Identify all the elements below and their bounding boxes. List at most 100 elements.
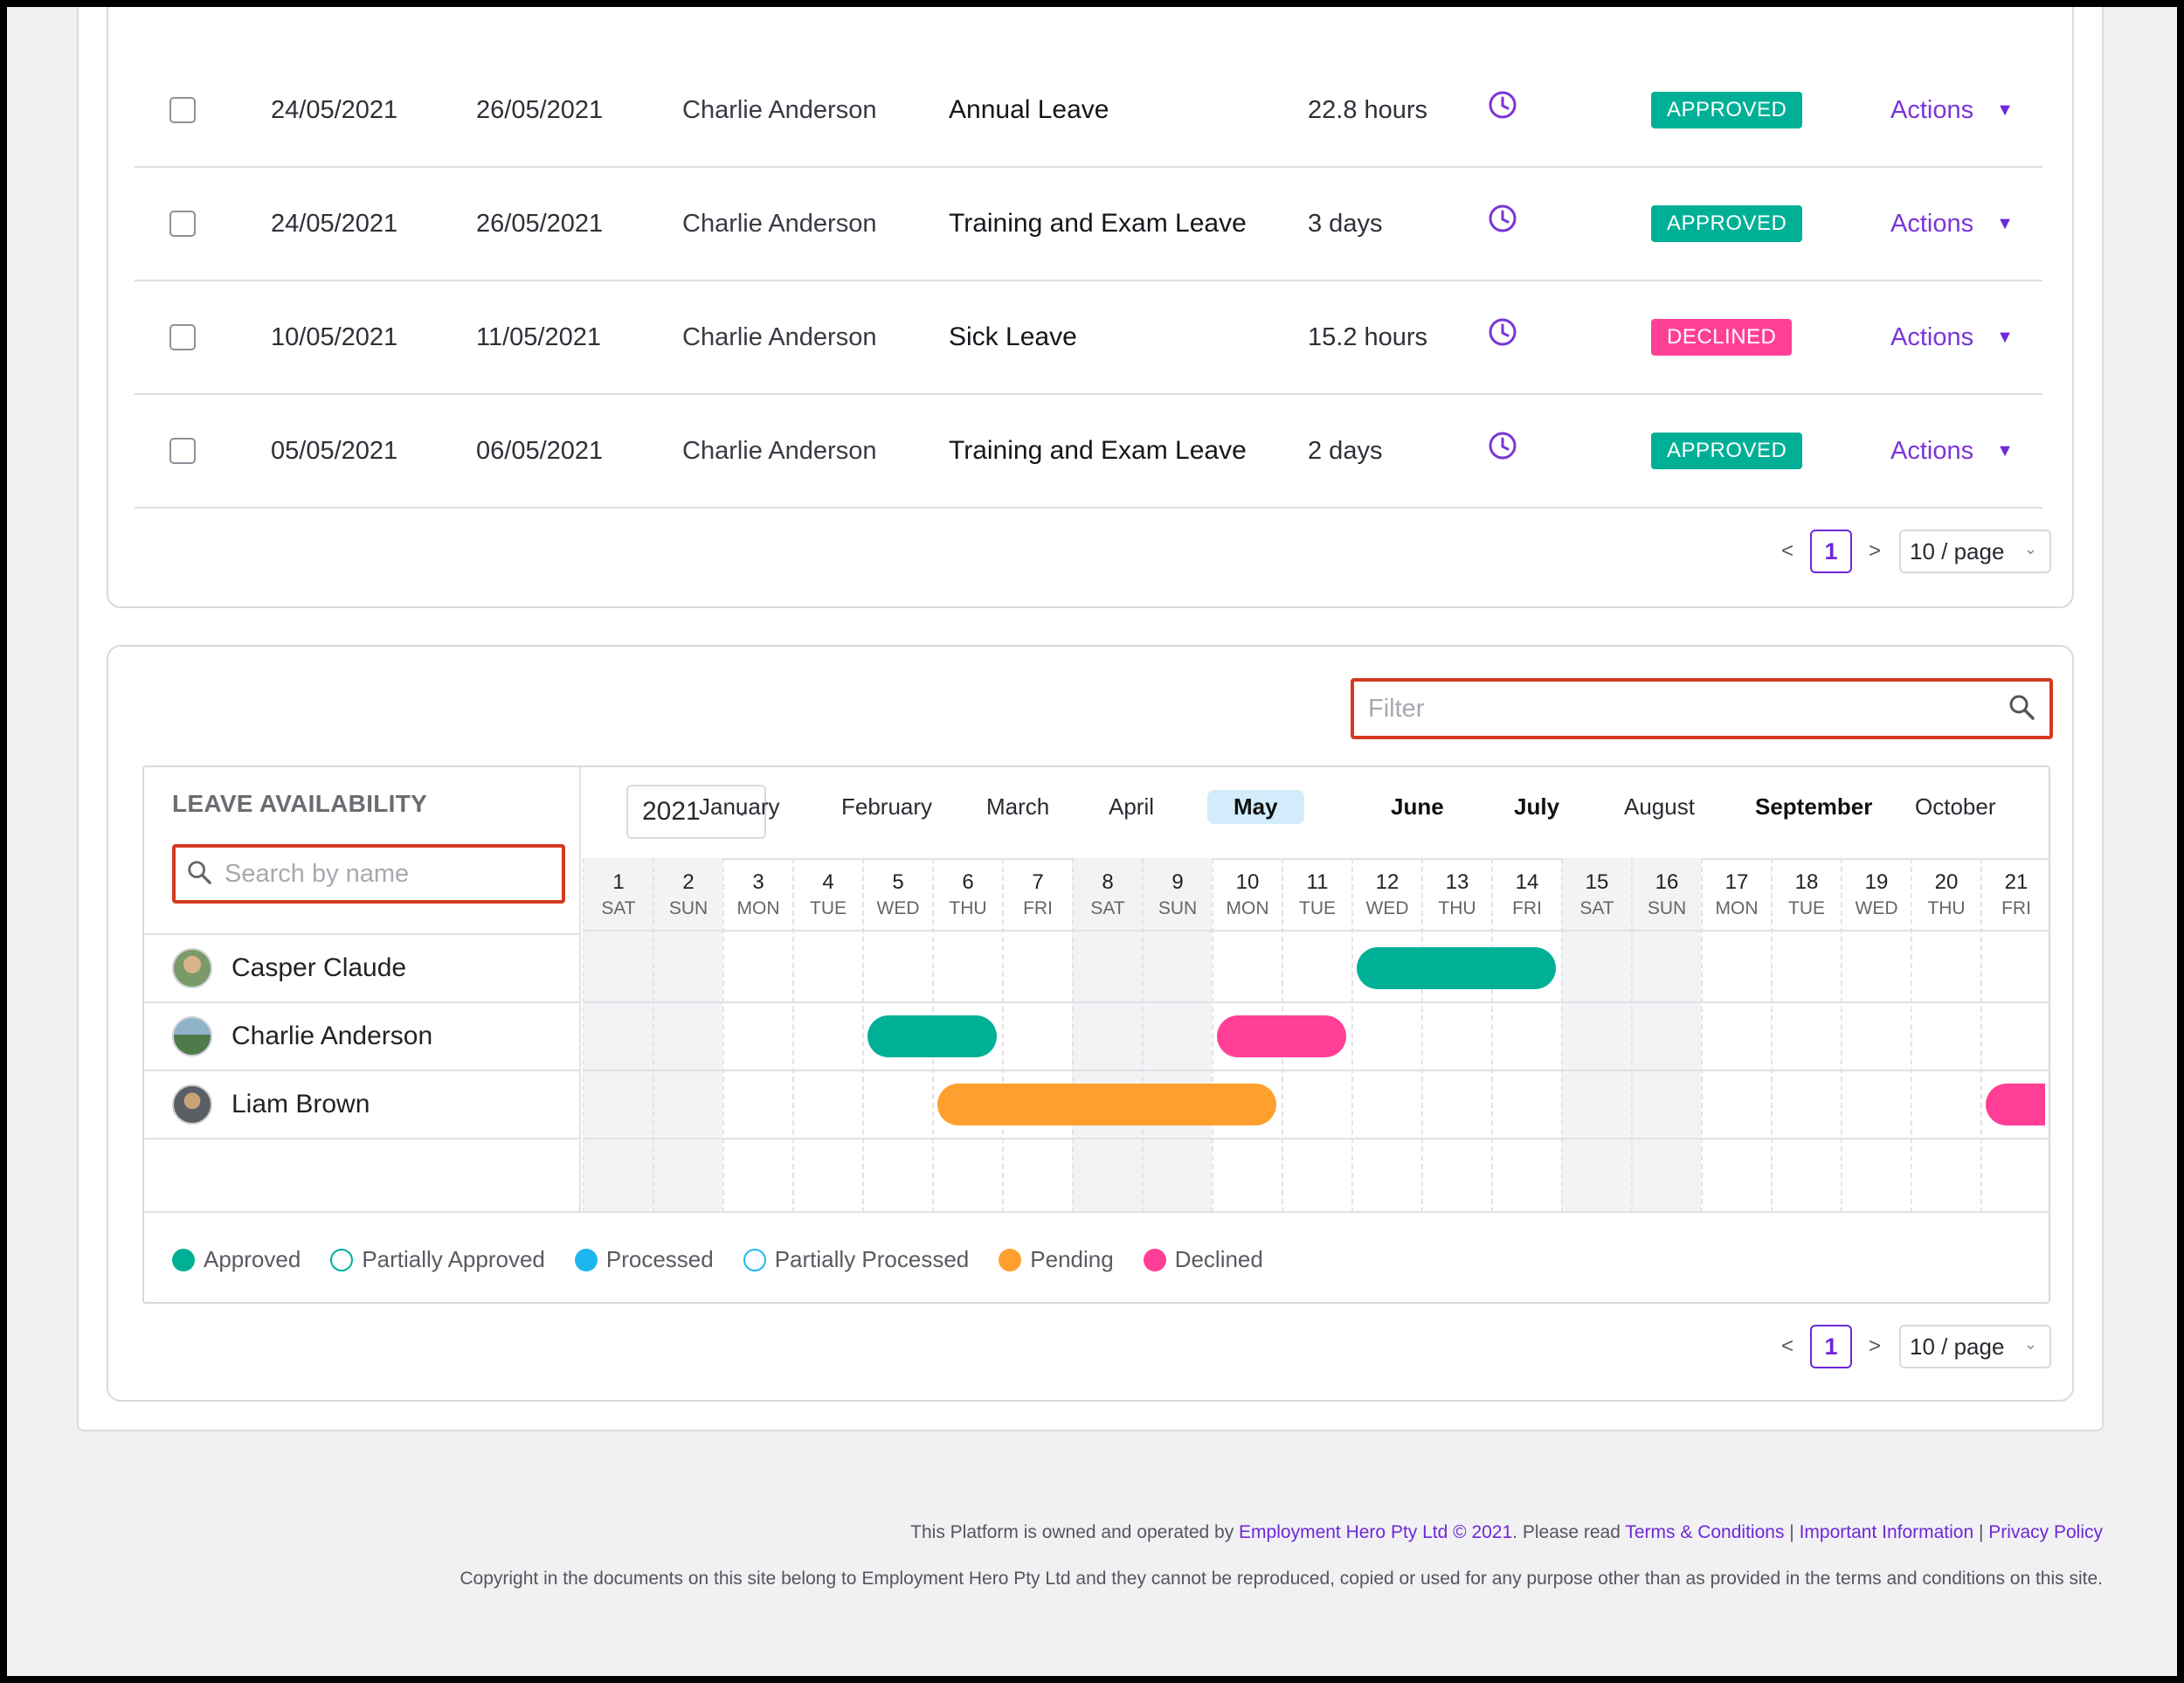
- clock-icon[interactable]: [1487, 49, 1518, 161]
- search-by-name-field[interactable]: [172, 844, 565, 904]
- page-1-button[interactable]: 1: [1810, 1325, 1852, 1368]
- day-number: 8: [1102, 870, 1114, 894]
- day-name: SAT: [1090, 898, 1125, 918]
- legend-item: Partially Processed: [743, 1246, 969, 1273]
- row-checkbox[interactable]: [169, 211, 196, 237]
- day-name: SUN: [1647, 898, 1687, 918]
- day-column: 9 SUN: [1142, 858, 1212, 1213]
- day-header-top-line: [583, 858, 2050, 860]
- month-tab-september[interactable]: September: [1755, 793, 1873, 820]
- month-tab-june[interactable]: June: [1391, 793, 1444, 820]
- footer-text: . Please read: [1512, 1522, 1626, 1542]
- prev-page-button[interactable]: <: [1780, 539, 1794, 563]
- legend-label: Approved: [204, 1246, 301, 1272]
- day-name: THU: [1927, 898, 1966, 918]
- clock-icon[interactable]: [1487, 390, 1518, 502]
- search-by-name-input[interactable]: [225, 859, 562, 889]
- leave-bar-declined[interactable]: [1217, 1015, 1346, 1057]
- legend-label: Partially Approved: [362, 1246, 545, 1272]
- legend-dot: [574, 1248, 598, 1271]
- row-checkbox[interactable]: [169, 97, 196, 123]
- legend-label: Declined: [1174, 1246, 1263, 1272]
- page-size-value: 10 / page: [1910, 1333, 2005, 1360]
- page-frame: 24/05/2021 26/05/2021 Charlie Anderson A…: [7, 7, 2177, 1676]
- legend-dot: [999, 1248, 1022, 1271]
- year-select[interactable]: 2021 ⌄: [626, 785, 766, 839]
- day-column: 17 MON: [1701, 858, 1771, 1213]
- status-cell: APPROVED: [1651, 54, 1803, 166]
- filter-input[interactable]: [1368, 694, 2008, 724]
- leave-bar-pending[interactable]: [937, 1084, 1276, 1125]
- footer-separator: |: [1973, 1522, 1989, 1542]
- row-checkbox[interactable]: [169, 324, 196, 350]
- actions-label: Actions: [1890, 322, 1974, 351]
- day-column: 2 SUN: [653, 858, 722, 1213]
- important-information-link[interactable]: Important Information: [1799, 1522, 1974, 1542]
- company-link[interactable]: Employment Hero Pty Ltd © 2021: [1239, 1522, 1513, 1542]
- month-tab-february[interactable]: February: [841, 793, 933, 820]
- actions-dropdown[interactable]: Actions ▼: [1890, 395, 2014, 507]
- day-number: 1: [612, 870, 625, 894]
- page-size-select[interactable]: 10 / page ⌄: [1899, 1325, 2051, 1368]
- status-badge: DECLINED: [1651, 319, 1793, 356]
- search-icon[interactable]: [2008, 693, 2035, 725]
- privacy-policy-link[interactable]: Privacy Policy: [1988, 1522, 2103, 1542]
- leave-bar-declined[interactable]: [1986, 1084, 2045, 1125]
- footer-separator: |: [1784, 1522, 1800, 1542]
- month-tab-july[interactable]: July: [1514, 793, 1560, 820]
- day-number: 20: [1934, 870, 1959, 894]
- row-checkbox[interactable]: [169, 438, 196, 464]
- clock-icon[interactable]: [1487, 276, 1518, 388]
- next-page-button[interactable]: >: [1868, 1334, 1881, 1358]
- filter-field[interactable]: [1351, 678, 2053, 739]
- month-tab-october[interactable]: October: [1915, 793, 1996, 820]
- employee-row: Liam Brown: [144, 1070, 581, 1138]
- month-tab-may[interactable]: May: [1207, 790, 1304, 824]
- page-1-button[interactable]: 1: [1810, 530, 1852, 573]
- legend-item: Pending: [999, 1246, 1114, 1273]
- pagination-bottom: < 1 > 10 / page ⌄: [1772, 1325, 2051, 1368]
- row-divider: [583, 1070, 2050, 1071]
- day-number: 4: [822, 870, 834, 894]
- next-page-button[interactable]: >: [1868, 539, 1881, 563]
- day-number: 17: [1724, 870, 1749, 894]
- month-tab-april[interactable]: April: [1109, 793, 1155, 820]
- caret-down-icon: ▼: [1996, 440, 2014, 461]
- leave-duration: 22.8 hours: [1308, 95, 1428, 124]
- day-number: 7: [1032, 870, 1044, 894]
- actions-dropdown[interactable]: Actions ▼: [1890, 168, 2014, 280]
- day-name: SAT: [601, 898, 636, 918]
- chevron-down-icon: ⌄: [2023, 540, 2037, 558]
- leave-bar-approved[interactable]: [1357, 947, 1556, 989]
- legend-dot: [330, 1248, 354, 1271]
- day-column: 3 MON: [722, 858, 792, 1213]
- leave-duration: 15.2 hours: [1308, 322, 1428, 351]
- prev-page-button[interactable]: <: [1780, 1334, 1794, 1358]
- day-name: SUN: [1158, 898, 1198, 918]
- terms-link[interactable]: Terms & Conditions: [1625, 1522, 1785, 1542]
- row-checkbox-cell: [169, 54, 196, 166]
- day-number: 16: [1655, 870, 1679, 894]
- end-date: 11/05/2021: [476, 322, 601, 351]
- status-cell: APPROVED: [1651, 395, 1803, 507]
- day-number: 2: [682, 870, 695, 894]
- table-row: 10/05/2021 11/05/2021 Charlie Anderson S…: [135, 281, 2042, 395]
- month-tab-march[interactable]: March: [986, 793, 1050, 820]
- table-row: 05/05/2021 06/05/2021 Charlie Anderson T…: [135, 395, 2042, 509]
- footer-line-2: Copyright in the documents on this site …: [460, 1569, 2103, 1590]
- leave-bar-approved[interactable]: [867, 1015, 997, 1057]
- row-divider: [583, 1001, 2050, 1003]
- page-size-select[interactable]: 10 / page ⌄: [1899, 530, 2051, 573]
- status-cell: DECLINED: [1651, 281, 1793, 393]
- clock-icon[interactable]: [1487, 163, 1518, 274]
- legend-item: Partially Approved: [330, 1246, 545, 1273]
- day-number: 12: [1375, 870, 1400, 894]
- actions-dropdown[interactable]: Actions ▼: [1890, 281, 2014, 393]
- month-tab-january[interactable]: January: [699, 793, 780, 820]
- day-column: 14 FRI: [1491, 858, 1561, 1213]
- actions-dropdown[interactable]: Actions ▼: [1890, 54, 2014, 166]
- day-column: 19 WED: [1841, 858, 1911, 1213]
- day-column: 20 THU: [1911, 858, 1980, 1213]
- month-tab-august[interactable]: August: [1624, 793, 1695, 820]
- day-name: TUE: [810, 898, 847, 918]
